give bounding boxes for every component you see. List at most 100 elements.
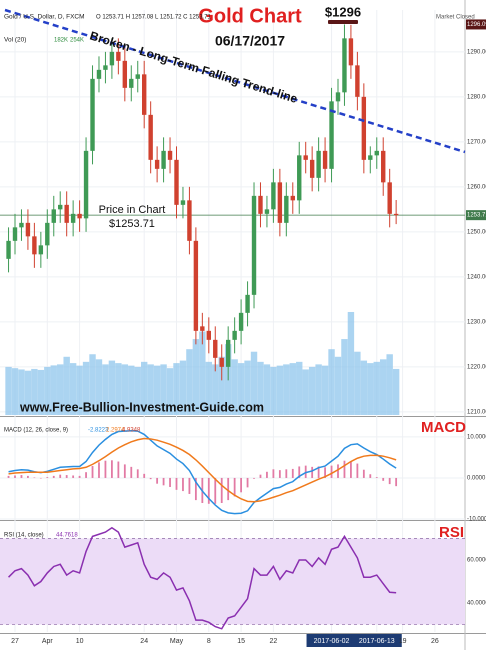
volume-bar: [302, 369, 309, 415]
volume-bar: [121, 364, 129, 415]
histogram-bar: [330, 465, 333, 478]
candle-body: [251, 195, 257, 295]
volume-bar: [63, 356, 70, 415]
candle-body: [213, 339, 218, 358]
volume-bar: [392, 368, 400, 415]
candle-body: [96, 69, 102, 79]
candle-body: [232, 330, 237, 340]
histogram-bar: [169, 477, 171, 487]
candle-body: [393, 213, 399, 216]
y-tick-label: 1250.00: [467, 229, 486, 235]
volume-bar: [82, 361, 90, 415]
x-tick-label: 15: [237, 638, 245, 645]
candle-body: [284, 195, 289, 223]
volume-bar: [296, 361, 303, 415]
volume-bar: [289, 363, 296, 415]
price-marker-box: [466, 19, 486, 30]
volume-value: 254K: [70, 38, 84, 44]
volume-value: 182K: [54, 38, 68, 44]
histogram-bar: [20, 475, 23, 478]
volume-bar: [147, 364, 154, 415]
volume-bar: [283, 364, 290, 415]
market-status: Market Closed: [436, 15, 475, 21]
high-bracket: [328, 20, 358, 24]
volume-bar: [218, 356, 225, 415]
histogram-bar: [188, 477, 191, 494]
macd-value: 4.9348: [122, 428, 141, 434]
histogram-bar: [156, 477, 159, 484]
volume-bar: [263, 364, 271, 415]
volume-bar: [50, 365, 57, 415]
volume-bar: [153, 365, 161, 415]
x-tick-label: 27: [11, 638, 19, 645]
candle-body: [70, 213, 76, 223]
annotation: $1296: [325, 4, 361, 19]
candle-body: [180, 200, 186, 205]
candle-body: [219, 357, 224, 367]
histogram-bar: [78, 475, 81, 478]
candle-body: [309, 159, 315, 178]
candle-body: [129, 78, 134, 88]
histogram-bar: [253, 477, 255, 479]
volume-bar: [315, 364, 322, 415]
volume-bar: [5, 366, 12, 415]
chart-subtitle: 06/17/2017: [215, 33, 285, 49]
y-tick-label: 40.0000: [467, 601, 486, 607]
volume-bar: [69, 363, 77, 415]
histogram-bar: [278, 470, 281, 478]
annotation: $1253.71: [109, 218, 155, 230]
histogram-bar: [240, 477, 242, 493]
candle-body: [316, 150, 321, 178]
histogram-bar: [317, 466, 320, 478]
volume-bar: [360, 360, 368, 415]
histogram-bar: [98, 462, 100, 478]
candle-body: [277, 182, 283, 223]
rsi-value: 44.7618: [56, 533, 78, 539]
candle-body: [122, 60, 128, 88]
candle-body: [51, 209, 56, 223]
macd-value: 2.2974: [106, 428, 125, 434]
volume-bar: [102, 364, 109, 415]
histogram-bar: [72, 475, 75, 478]
histogram-bar: [214, 477, 217, 504]
y-tick-label: 1210.00: [467, 409, 486, 415]
volume-bar: [76, 365, 83, 415]
histogram-bar: [298, 466, 301, 478]
histogram-bar: [117, 461, 120, 478]
histogram-bar: [59, 474, 62, 478]
volume-bar: [373, 361, 380, 415]
y-tick-label: 0.0000: [467, 476, 486, 482]
histogram-bar: [311, 466, 314, 478]
candle-body: [381, 150, 386, 183]
volume-header: Vol (20): [4, 37, 26, 44]
candle-body: [77, 213, 82, 219]
marks-layer: [0, 24, 465, 630]
histogram-bar: [111, 460, 113, 478]
candle-body: [200, 326, 205, 331]
macd-header: MACD (12, 26, close, 9): [4, 428, 68, 434]
candle-body: [355, 65, 360, 97]
y-tick-label: 1280.00: [467, 94, 486, 100]
candle-body: [19, 222, 24, 228]
candle-body: [154, 159, 160, 169]
x-tick-label: 19: [399, 638, 407, 645]
volume-bar: [57, 364, 64, 415]
candle-body: [297, 155, 302, 201]
trend-line: [4, 8, 466, 154]
volume-bar: [108, 360, 116, 415]
candle-body: [58, 204, 63, 210]
candle-body: [264, 209, 270, 214]
histogram-bar: [362, 469, 365, 478]
histogram-bar: [39, 477, 42, 479]
volume-bar: [212, 364, 219, 415]
candle-body: [135, 74, 140, 79]
volume-bar: [89, 354, 96, 415]
candle-body: [387, 182, 392, 214]
volume-bar: [199, 331, 206, 415]
candle-body: [303, 155, 308, 160]
candle-body: [271, 182, 276, 210]
volume-bar: [128, 365, 135, 415]
volume-bar: [237, 363, 245, 415]
rsi-band: [0, 538, 465, 625]
